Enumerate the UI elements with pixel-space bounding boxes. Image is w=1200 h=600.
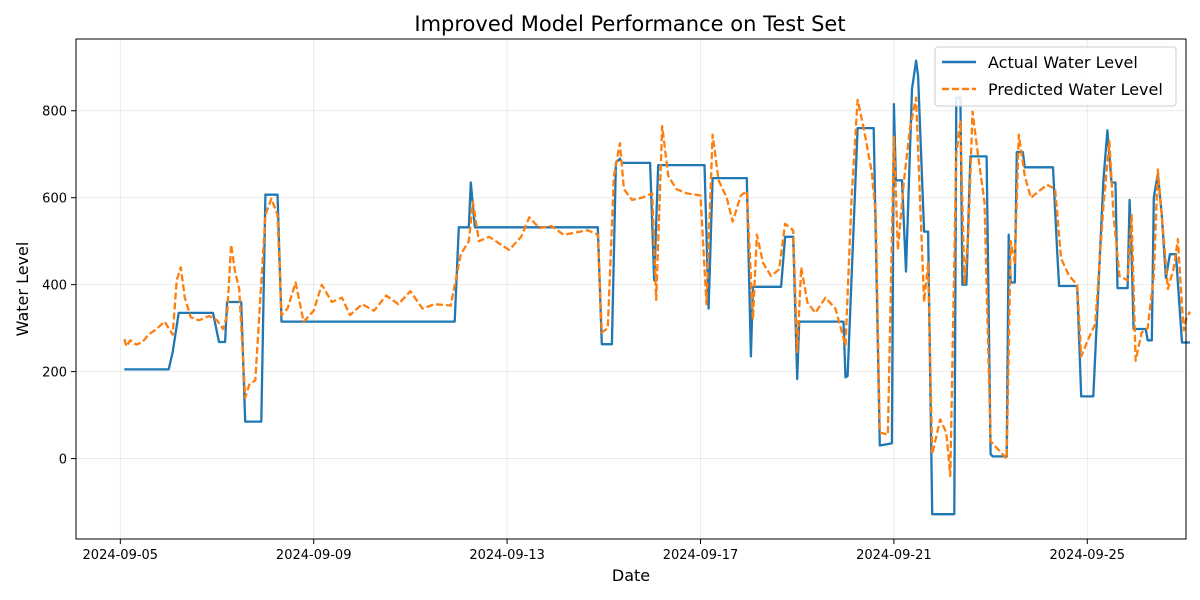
chart-title: Improved Model Performance on Test Set (414, 12, 845, 36)
x-tick-label: 2024-09-05 (83, 548, 159, 563)
series-line-actual (124, 59, 1190, 516)
x-axis-title: Date (612, 566, 650, 585)
y-tick-label: 600 (42, 192, 67, 207)
y-tick-label: 800 (42, 105, 67, 120)
y-tick-label: 400 (42, 279, 67, 294)
y-axis-title: Water Level (13, 242, 32, 337)
x-axis: 2024-09-05 2024-09-09 2024-09-13 2024-09-17… (83, 539, 1126, 563)
legend-label-predicted: Predicted Water Level (988, 80, 1163, 99)
x-tick-label: 2024-09-09 (276, 548, 352, 563)
plot-frame (75, 38, 1187, 540)
x-tick-label: 2024-09-25 (1050, 548, 1126, 563)
y-tick-label: 0 (59, 453, 67, 468)
y-tick-label: 200 (42, 366, 67, 381)
series-line-predicted (123, 96, 1192, 478)
x-tick-label: 2024-09-13 (469, 548, 545, 563)
legend-box (934, 46, 1177, 107)
legend-label-actual: Actual Water Level (988, 53, 1138, 72)
legend: Actual Water Level Predicted Water Level (934, 46, 1177, 107)
y-axis: 0 200 400 600 800 (42, 105, 76, 468)
x-tick-label: 2024-09-21 (856, 548, 932, 563)
plot-area: 2024-09-05 2024-09-09 2024-09-13 2024-09-17… (42, 38, 1192, 563)
series-layer (123, 59, 1192, 516)
x-tick-label: 2024-09-17 (663, 548, 739, 563)
